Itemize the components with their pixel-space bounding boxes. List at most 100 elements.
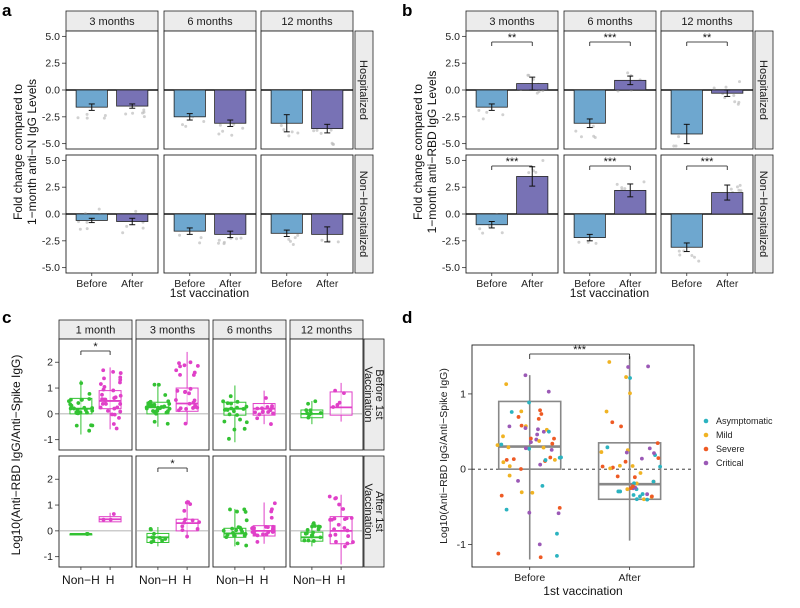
data-point bbox=[296, 131, 300, 135]
data-point bbox=[68, 402, 73, 407]
data-point bbox=[631, 484, 635, 489]
strip-a-col-1: 6 months bbox=[163, 10, 257, 32]
data-point bbox=[615, 474, 620, 479]
data-point bbox=[244, 420, 249, 425]
data-point bbox=[148, 399, 153, 404]
data-point bbox=[235, 237, 239, 241]
data-point bbox=[541, 429, 546, 434]
data-point bbox=[501, 460, 506, 465]
data-point bbox=[184, 124, 188, 128]
x-tick-label: After bbox=[521, 278, 544, 290]
data-point bbox=[506, 445, 511, 450]
data-point bbox=[610, 420, 615, 425]
data-point bbox=[183, 389, 188, 394]
data-point bbox=[181, 123, 185, 127]
y-tick-label: -1 bbox=[457, 539, 466, 551]
data-point bbox=[229, 406, 234, 411]
data-point bbox=[232, 409, 236, 414]
data-point bbox=[620, 186, 624, 190]
x-tick-label: H bbox=[106, 573, 115, 587]
data-point bbox=[163, 537, 168, 541]
data-point bbox=[733, 100, 737, 104]
data-point bbox=[77, 220, 81, 224]
data-point bbox=[188, 360, 193, 365]
strip-label: Non−Hospitalized bbox=[757, 171, 769, 258]
data-point bbox=[287, 134, 291, 138]
data-point bbox=[534, 170, 538, 174]
significance-label: *** bbox=[573, 344, 587, 356]
data-point bbox=[265, 525, 270, 530]
strip-label: 1 month bbox=[76, 325, 116, 337]
data-point bbox=[252, 526, 256, 530]
data-point bbox=[160, 538, 165, 543]
data-point bbox=[265, 405, 270, 409]
data-point bbox=[101, 517, 106, 522]
data-point bbox=[738, 80, 742, 84]
x-tick-label: After bbox=[121, 278, 144, 290]
strip-box bbox=[363, 338, 385, 451]
x-tick-label: H bbox=[183, 573, 192, 587]
data-point bbox=[163, 393, 168, 397]
data-point bbox=[729, 187, 733, 191]
data-point bbox=[100, 401, 105, 406]
cell-c-1-2: Non−H H bbox=[212, 455, 287, 587]
data-point bbox=[235, 399, 240, 404]
strip-label: 3 months bbox=[489, 16, 535, 28]
data-point bbox=[260, 409, 265, 414]
data-point bbox=[537, 439, 542, 443]
data-point bbox=[142, 108, 146, 112]
data-point bbox=[182, 363, 187, 368]
data-point bbox=[642, 497, 646, 502]
y-tick-label: 2.5 bbox=[45, 182, 60, 194]
data-point bbox=[142, 115, 146, 119]
data-point bbox=[184, 500, 189, 505]
x-tick-label: Before bbox=[76, 278, 107, 290]
data-point bbox=[261, 532, 265, 537]
data-point bbox=[331, 142, 335, 146]
y-tick-label: 2.5 bbox=[45, 58, 60, 70]
data-point bbox=[217, 241, 221, 245]
data-point bbox=[519, 409, 524, 414]
data-point bbox=[550, 441, 555, 446]
x-tick-label: Before bbox=[174, 278, 205, 290]
data-point bbox=[188, 386, 193, 391]
strip-label: 3 months bbox=[89, 16, 135, 28]
strip-b-col-0: 3 months bbox=[465, 10, 559, 32]
panel-label-b: b bbox=[402, 1, 412, 20]
strip-a-row-1: Non−Hospitalized bbox=[354, 154, 374, 274]
data-point bbox=[318, 535, 323, 540]
data-point bbox=[102, 376, 106, 381]
data-point bbox=[202, 119, 206, 123]
data-point bbox=[241, 407, 246, 411]
cell-c-1-0: Non−H H bbox=[58, 455, 133, 587]
cell-a-1-2: Before After bbox=[260, 154, 354, 290]
data-point bbox=[645, 492, 650, 497]
y-tick-label: 5.0 bbox=[45, 31, 60, 43]
data-point bbox=[90, 406, 95, 410]
data-point bbox=[111, 512, 116, 516]
cell-a-0-0 bbox=[65, 30, 159, 150]
y-tick-label: 0 bbox=[460, 464, 466, 476]
data-point bbox=[191, 400, 196, 405]
y-tick-label: -1 bbox=[44, 434, 53, 446]
data-point bbox=[250, 530, 255, 534]
data-point bbox=[655, 441, 660, 446]
data-point bbox=[632, 481, 636, 486]
data-point bbox=[152, 409, 157, 414]
strip-c-col-2: 6 months bbox=[212, 319, 287, 340]
data-point bbox=[121, 231, 125, 235]
data-point bbox=[625, 487, 630, 492]
data-point bbox=[634, 481, 639, 486]
data-point bbox=[235, 413, 239, 417]
data-point bbox=[477, 108, 481, 112]
data-point bbox=[304, 531, 309, 536]
data-point bbox=[112, 406, 117, 411]
data-point bbox=[519, 490, 524, 495]
data-point bbox=[156, 382, 161, 387]
data-point bbox=[178, 364, 182, 369]
cell-c-0-0: * bbox=[58, 338, 133, 451]
data-point bbox=[182, 520, 187, 525]
data-point bbox=[626, 71, 630, 75]
data-point bbox=[183, 517, 187, 522]
